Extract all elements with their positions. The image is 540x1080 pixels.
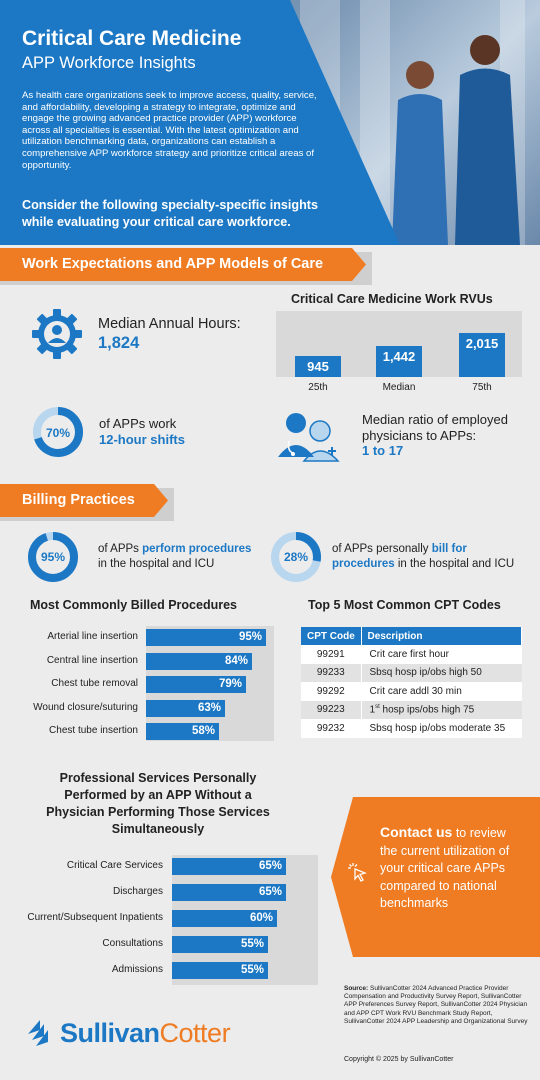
- bill-donut: [271, 532, 321, 582]
- gear-person-icon: [32, 309, 82, 359]
- bar-category-label: Chest tube removal: [51, 678, 138, 689]
- rvu-category-label: Median: [382, 382, 416, 393]
- bar-category-label: Critical Care Services: [66, 860, 163, 871]
- rvu-bar: 1,442: [376, 346, 422, 377]
- copyright: Copyright © 2025 by SullivanCotter: [344, 1056, 454, 1063]
- shifts-text: of APPs work 12-hour shifts: [99, 416, 185, 447]
- consider-callout: Consider the following specialty-specifi…: [22, 198, 319, 229]
- contact-text[interactable]: Contact us to review the current utiliza…: [380, 824, 510, 910]
- cpt-table: CPT Code Description 99291 Crit care firs…: [301, 627, 522, 738]
- bill-text: of APPs personally bill for procedures in…: [332, 543, 515, 570]
- bill-percent: 28%: [283, 550, 309, 564]
- bar: 65%: [172, 858, 286, 875]
- intro-paragraph: As health care organizations seek to imp…: [22, 90, 317, 171]
- hero-section: Critical Care Medicine APP Workforce Ins…: [0, 0, 540, 245]
- clinicians-illustration: [392, 35, 520, 245]
- work-banner: Work Expectations and APP Models of Care: [0, 248, 366, 281]
- contact-link[interactable]: Contact us: [380, 824, 453, 840]
- bar: 60%: [172, 910, 277, 927]
- table-row: 99232 Sbsq hosp ip/obs moderate 35: [301, 719, 522, 738]
- bar-category-label: Wound closure/suturing: [33, 701, 138, 713]
- hours-label: Median Annual Hours:: [98, 316, 241, 332]
- table-row: 99291 Crit care first hour: [301, 645, 522, 664]
- logo-text: SullivanCotter: [60, 1018, 231, 1048]
- rvu-chart-title: Critical Care Medicine Work RVUs: [291, 292, 493, 306]
- page-subtitle: APP Workforce Insights: [22, 54, 196, 72]
- bar: 55%: [172, 936, 268, 953]
- bar: 63%: [146, 699, 225, 717]
- source-note: Source: SullivanCotter 2024 Advanced Pra…: [344, 985, 528, 1025]
- click-cursor-icon: [348, 863, 367, 882]
- table-row: 99233 Sbsq hosp ip/obs high 50: [301, 663, 522, 682]
- table-row: 99292 Crit care addl 30 min: [301, 682, 522, 701]
- clinicians-icon: [278, 413, 340, 462]
- bar: 84%: [146, 652, 252, 670]
- bar-category-label: Admissions: [111, 964, 163, 975]
- rvu-category-label: 75th: [472, 382, 492, 393]
- bar-category-label: Current/Subsequent Inpatients: [27, 912, 163, 923]
- rvu-bar: 2,015: [459, 333, 505, 377]
- sullivancotter-logo: [28, 1020, 48, 1046]
- bar-category-label: Chest tube insertion: [49, 725, 138, 736]
- bar-category-label: Consultations: [102, 938, 163, 949]
- billing-banner: Billing Practices: [0, 484, 168, 517]
- bar: 58%: [146, 723, 219, 740]
- bar-category-label: Arterial line insertion: [47, 631, 138, 642]
- ratio-text: Median ratio of employed physicians to A…: [362, 412, 508, 458]
- shifts-percent: 70%: [45, 426, 71, 440]
- cpt-header-description: Description: [361, 627, 522, 645]
- rvu-category-label: 25th: [308, 382, 328, 393]
- bar: 95%: [146, 629, 266, 646]
- bar-category-label: Discharges: [112, 886, 163, 897]
- rvu-bar: 945: [295, 356, 341, 377]
- bar: 65%: [172, 884, 286, 901]
- shifts-donut: [33, 407, 83, 457]
- table-row: 99223 1st hosp ips/obs high 75: [301, 700, 522, 719]
- perform-text: of APPs perform procedures in the hospita…: [98, 543, 252, 570]
- bar-category-label: Central line insertion: [46, 654, 138, 666]
- procedures-chart-title: Most Commonly Billed Procedures: [30, 598, 237, 612]
- services-chart-title: Professional Services Personally Perform…: [46, 771, 270, 836]
- bar: 55%: [172, 962, 268, 979]
- page-title: Critical Care Medicine: [22, 27, 242, 50]
- perform-donut: [28, 532, 78, 582]
- cpt-header-code: CPT Code: [301, 627, 362, 645]
- contact-callout[interactable]: [331, 797, 540, 957]
- bar: 79%: [146, 676, 246, 693]
- hours-value: 1,824: [98, 334, 140, 352]
- cpt-table-title: Top 5 Most Common CPT Codes: [308, 598, 501, 612]
- perform-percent: 95%: [40, 550, 66, 564]
